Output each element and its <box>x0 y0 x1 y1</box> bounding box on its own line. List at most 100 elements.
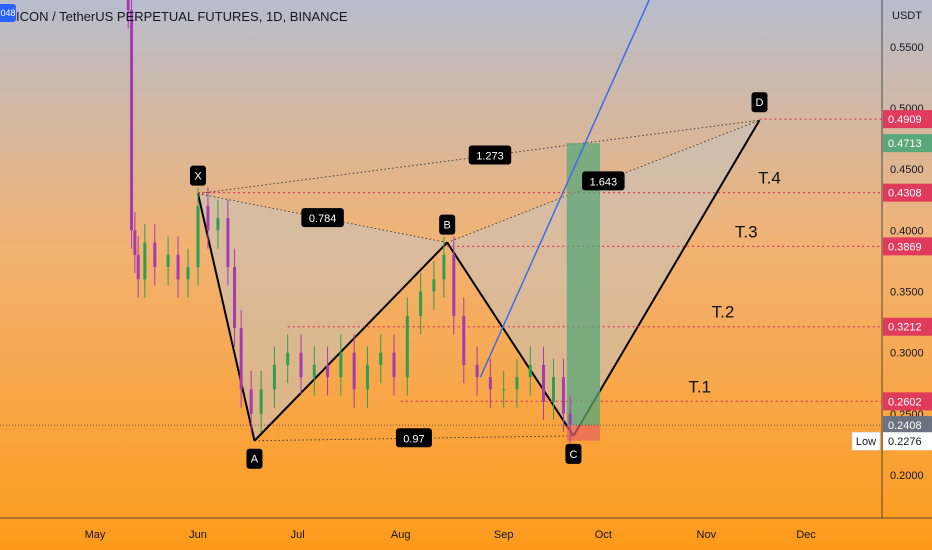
target-label-t4: T.4 <box>758 169 781 188</box>
time-tick-label: Oct <box>595 529 612 541</box>
target-price-tag-bg <box>883 392 932 411</box>
candle-body <box>196 205 200 268</box>
candle-body <box>488 377 492 390</box>
price-axis-currency: USDT <box>892 10 922 22</box>
target-price-tag-bg <box>883 237 932 256</box>
point-label-box <box>246 448 263 469</box>
target-label-t1: T.1 <box>688 377 711 396</box>
candle-body <box>432 279 436 292</box>
pattern-fill-bcd <box>447 120 760 436</box>
time-tick-label: May <box>85 529 106 541</box>
candle-body <box>126 0 130 11</box>
ratio-label-box <box>468 145 512 165</box>
time-tick-label: Jun <box>189 529 207 541</box>
low-price-tag-bg <box>883 432 932 451</box>
ratio-label-box <box>301 208 344 228</box>
candle-body <box>568 413 572 425</box>
candle-body <box>392 352 396 378</box>
candle-body <box>299 352 303 378</box>
ratio-labels: 1.273 0.784 1.643 0.97 <box>301 145 625 448</box>
candle-body <box>133 230 137 255</box>
candle-body <box>312 364 316 378</box>
pattern-fill-xab <box>197 193 448 441</box>
candle-body <box>502 389 506 391</box>
price-tick-label: 0.5500 <box>890 42 924 54</box>
candle-body <box>339 352 343 378</box>
candle-body <box>286 352 290 365</box>
pattern-leg[interactable] <box>197 193 256 441</box>
point-label-box <box>439 214 456 235</box>
pattern-leg[interactable] <box>253 241 448 442</box>
candle-body <box>272 364 276 390</box>
candle-body <box>153 242 157 268</box>
chart-title: ICON / TetherUS PERPETUAL FUTURES, 1D, B… <box>16 9 348 24</box>
trend-line[interactable] <box>479 0 666 378</box>
candle-body <box>143 242 147 280</box>
candle-body <box>233 267 237 329</box>
time-tick-label: Sep <box>494 529 514 541</box>
take-profit-tag: 0.4713 <box>888 138 922 150</box>
candle-body <box>136 254 140 280</box>
target-label-t3: T.3 <box>735 222 758 241</box>
candle-body <box>419 291 423 316</box>
candle-body <box>515 377 519 390</box>
time-tick-label: Nov <box>697 529 717 541</box>
price-tick-label: 0.4000 <box>890 225 924 237</box>
candle-body <box>239 328 243 390</box>
ratio-label: 0.784 <box>309 213 337 225</box>
target-price-tag-bg <box>883 183 932 202</box>
candle-body <box>528 364 532 378</box>
price-tick-label: 0.3500 <box>890 287 924 299</box>
ratio-label-box <box>582 171 625 191</box>
candle-body <box>542 364 546 402</box>
pattern-leg[interactable] <box>572 119 761 437</box>
candle-body <box>442 254 446 280</box>
target-text-labels: T.1 T.2 T.3 T.4 <box>688 169 780 397</box>
target-price-tag: 0.3212 <box>888 322 922 334</box>
candles <box>126 0 572 444</box>
time-axis[interactable]: May Jun Jul Aug Sep Oct Nov Dec <box>85 529 817 541</box>
target-price-tag-bg <box>883 110 932 129</box>
time-tick-label: Jul <box>291 529 305 541</box>
point-label-c: C <box>569 449 577 461</box>
point-label-box <box>189 165 206 186</box>
ratio-label: 1.273 <box>476 150 504 162</box>
time-tick-label: Aug <box>391 529 411 541</box>
candle-body <box>365 364 369 390</box>
target-lines <box>197 118 882 402</box>
candle-body <box>561 377 565 414</box>
target-price-tag-bg <box>883 317 932 336</box>
ratio-label-box <box>395 428 432 448</box>
candle-body <box>475 364 479 378</box>
candle-body <box>405 315 409 378</box>
candle-body <box>462 315 466 365</box>
point-label-box <box>565 443 582 464</box>
candle-body <box>326 364 330 378</box>
loss-zone[interactable] <box>566 425 601 441</box>
symbol-badge[interactable]: 048 <box>0 4 16 22</box>
price-tick-label: 0.4500 <box>890 164 924 176</box>
candle-body <box>166 254 170 268</box>
target-price-tag: 0.4308 <box>888 188 922 200</box>
point-label-b: B <box>444 220 451 232</box>
ratio-label: 0.97 <box>403 433 424 445</box>
price-axis-tags: 0.2602 0.3212 0.3869 0.4308 0.4909 0.4713 0.24… <box>851 110 932 451</box>
price-tick-label: 0.3000 <box>890 348 924 360</box>
candle-body <box>352 352 356 390</box>
pattern-point-labels: X A B C D <box>189 92 768 469</box>
current-price-tag-bg <box>883 416 932 435</box>
point-label-a: A <box>251 454 259 466</box>
harmonic-pattern[interactable] <box>197 119 761 442</box>
candle-body <box>176 254 180 280</box>
low-label: Low <box>856 436 876 448</box>
low-label-bg <box>851 431 881 451</box>
candle-body <box>216 218 220 231</box>
candle-body <box>186 267 190 280</box>
pattern-leg[interactable] <box>446 242 575 437</box>
candle-body <box>452 254 456 316</box>
candle-body <box>206 205 210 231</box>
candle-body <box>226 218 230 268</box>
